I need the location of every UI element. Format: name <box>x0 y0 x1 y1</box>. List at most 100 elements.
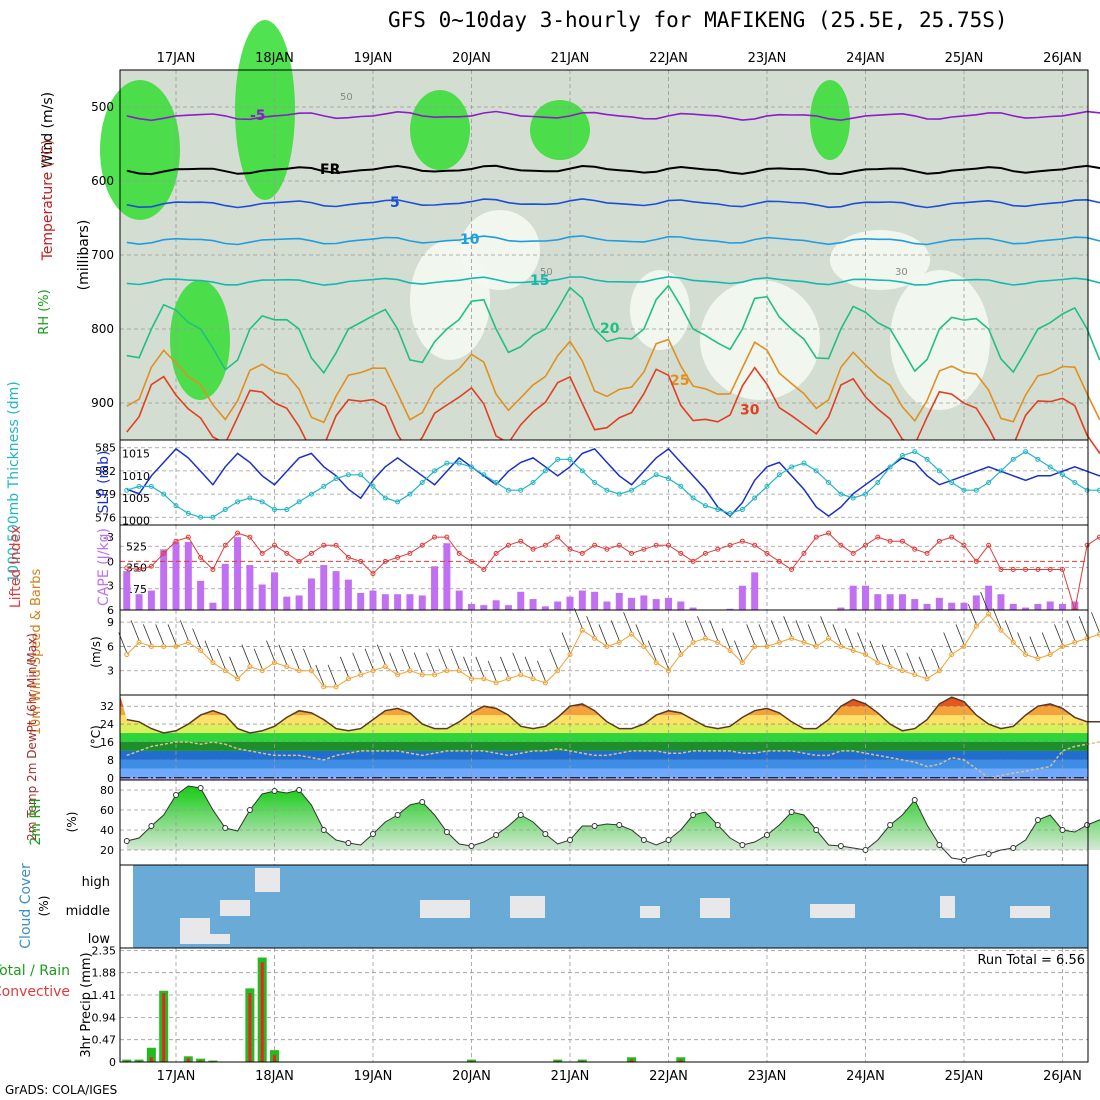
cape-bar <box>455 590 463 610</box>
wind-barb <box>463 656 472 677</box>
wind-barb <box>352 652 362 673</box>
li-point <box>382 558 388 564</box>
wind-barb <box>216 648 226 669</box>
precip-conv-bar <box>260 962 264 1062</box>
cape-bar <box>738 585 746 610</box>
precip-tick-label: 0.47 <box>92 1034 117 1047</box>
rh-point <box>197 785 204 791</box>
li-point <box>986 542 992 548</box>
li-point <box>629 550 635 556</box>
cape-bar <box>307 578 315 610</box>
wind-point <box>505 676 511 682</box>
wind-background <box>120 610 1088 695</box>
wind-point <box>801 639 807 645</box>
thickness-point <box>690 495 696 501</box>
rh-point <box>837 843 844 849</box>
thickness-point <box>530 480 536 485</box>
cloud-gap <box>1010 906 1050 918</box>
rh-point <box>296 787 303 793</box>
wind-point <box>481 676 487 682</box>
thickness-point <box>481 472 487 478</box>
cape-bar <box>295 595 303 610</box>
wind-barb <box>734 640 743 661</box>
wind-tick-label: 6 <box>107 640 114 653</box>
thickness-point <box>826 480 832 485</box>
wind-barb <box>832 624 842 645</box>
cape-bar <box>1046 601 1054 610</box>
li-point <box>370 571 376 577</box>
temp-band <box>120 777 1088 780</box>
wind-point <box>912 672 918 678</box>
wind-barb <box>943 632 953 653</box>
li-point <box>124 565 130 571</box>
thickness-point <box>579 468 585 474</box>
rh-point <box>1034 817 1041 823</box>
precip-conv-bar <box>186 1058 190 1062</box>
rh-tick-label: 20 <box>100 844 114 857</box>
thickness-point <box>850 495 856 501</box>
isotherm-label: 15 <box>530 273 549 289</box>
wind-point <box>567 652 573 658</box>
wind-barb <box>844 628 854 649</box>
cape-bar <box>566 596 574 610</box>
thickness-point <box>1047 464 1053 470</box>
cloud-fill <box>133 865 1088 948</box>
rh-point <box>320 827 327 833</box>
wind-point <box>161 643 167 649</box>
cape-bar <box>554 601 562 610</box>
wind-barb <box>770 620 780 641</box>
li-point <box>518 538 524 544</box>
wind10m-panel: 369 <box>107 591 1100 696</box>
wind-point <box>764 643 770 649</box>
li-point <box>469 558 474 564</box>
rh-contour-label: 50 <box>340 92 353 103</box>
li-point <box>173 538 179 544</box>
bottom-date-label: 25JAN <box>945 1069 984 1084</box>
isotherm-line <box>126 284 1100 375</box>
cape-bar <box>726 608 734 610</box>
ylabel-temp-units: (°C) <box>89 725 103 749</box>
thickness-point <box>592 480 598 485</box>
wind-point <box>666 668 671 674</box>
thickness-point <box>813 468 819 474</box>
thickness-point <box>505 487 511 493</box>
li-point <box>752 542 758 548</box>
rh-point <box>493 832 500 838</box>
bottom-date-label: 19JAN <box>354 1069 393 1084</box>
rh-tick-label: 40 <box>100 824 114 837</box>
wind-point <box>616 639 622 645</box>
upper-air-panel: 500 600 700 800 900 -5 FR 5 10 15 20 25 30 50 50 30 <box>91 20 1100 455</box>
wind-barb <box>967 604 977 625</box>
li-point <box>542 542 548 548</box>
wind-barb <box>955 624 965 645</box>
thickness-point <box>555 456 561 462</box>
li-point <box>198 554 204 560</box>
temp-band <box>120 733 1088 742</box>
temp-band <box>120 759 1088 769</box>
thickness-point <box>764 483 770 489</box>
thickness-point <box>235 499 241 505</box>
cape-bar <box>443 543 451 610</box>
thickness-point <box>1072 480 1078 485</box>
temp-tick-label: 24 <box>100 718 114 731</box>
wind-barb <box>524 656 534 677</box>
rh-point <box>764 832 770 838</box>
thickness-point <box>653 472 659 478</box>
li-point <box>1060 567 1065 573</box>
wind-point <box>222 668 228 674</box>
li-point <box>579 550 585 556</box>
rh-point <box>961 857 967 863</box>
precip-total-bar <box>134 1059 144 1062</box>
li-point <box>998 567 1004 573</box>
wind-point <box>124 652 130 658</box>
wind-barb <box>561 632 571 653</box>
thickness-point <box>752 495 758 501</box>
thickness-point <box>1035 456 1041 462</box>
run-total-label: Run Total = 6.56 <box>977 953 1085 968</box>
rh-point <box>542 831 549 837</box>
wind-barb <box>672 632 682 653</box>
thickness-point <box>949 480 955 485</box>
cape-bar <box>948 602 956 610</box>
wind-point <box>813 643 819 649</box>
wind-barb <box>340 656 349 677</box>
